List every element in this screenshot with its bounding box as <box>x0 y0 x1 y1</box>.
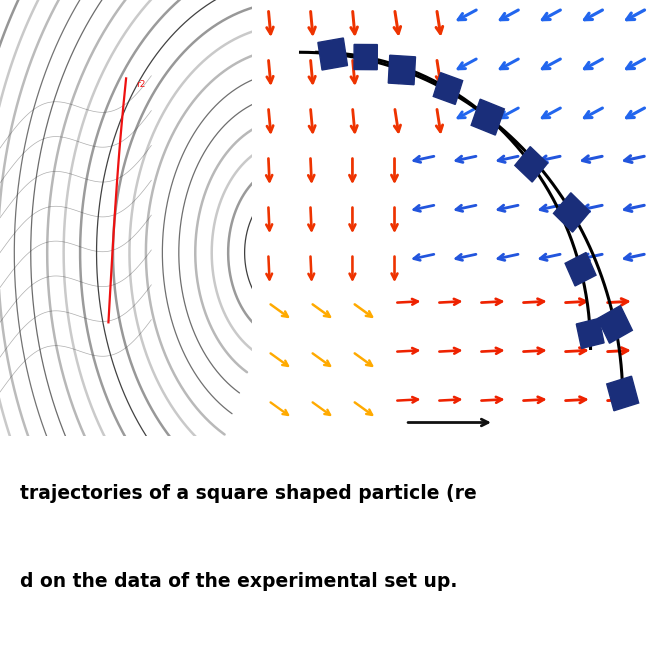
Polygon shape <box>607 376 639 411</box>
Polygon shape <box>388 55 415 84</box>
Polygon shape <box>471 99 504 135</box>
Polygon shape <box>354 45 377 69</box>
Polygon shape <box>553 193 590 232</box>
Polygon shape <box>576 318 604 348</box>
Polygon shape <box>565 253 596 286</box>
Polygon shape <box>515 147 548 182</box>
Polygon shape <box>433 73 462 104</box>
Text: r2: r2 <box>136 80 145 89</box>
Text: trajectories of a square shaped particle (re: trajectories of a square shaped particle… <box>20 484 476 503</box>
Polygon shape <box>597 306 632 343</box>
Text: d on the data of the experimental set up.: d on the data of the experimental set up… <box>20 572 457 591</box>
Polygon shape <box>318 38 348 70</box>
